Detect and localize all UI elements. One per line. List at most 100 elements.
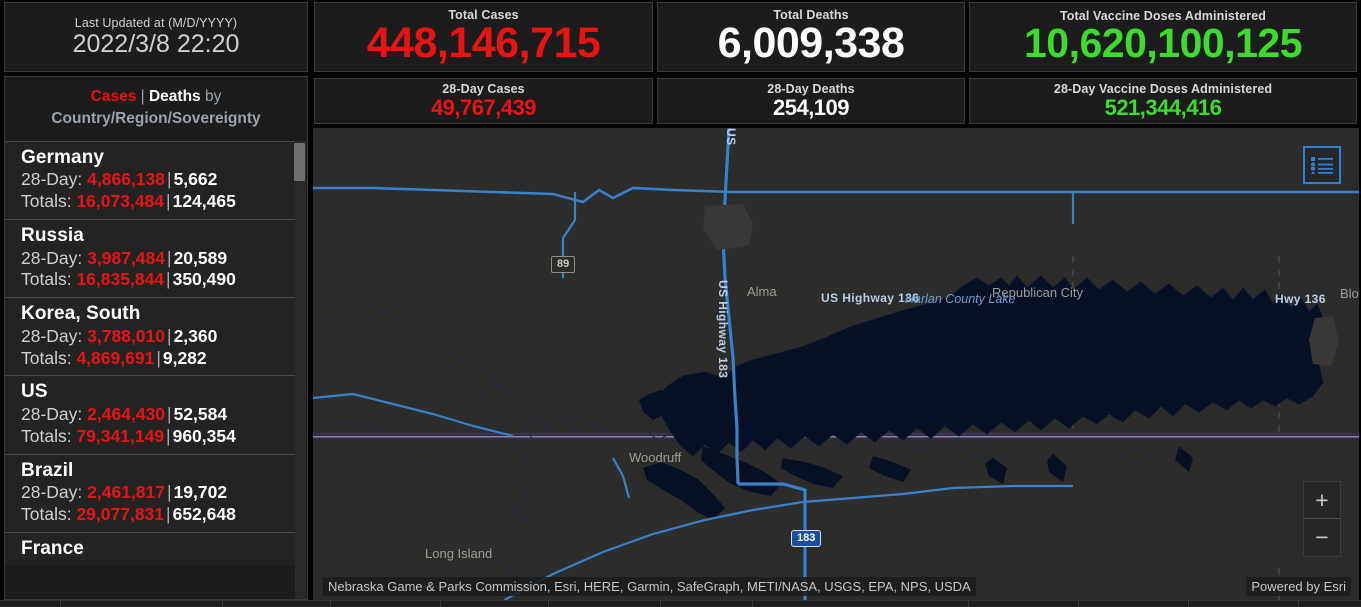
country-row[interactable]: France bbox=[5, 531, 295, 567]
total-deaths-value: 6,009,338 bbox=[717, 18, 905, 67]
value-28day-cases: 3,788,010 bbox=[87, 325, 166, 346]
route-shield-183: 183 bbox=[791, 530, 822, 547]
map-attribution: Nebraska Game & Parks Commission, Esri, … bbox=[323, 577, 976, 596]
value-total-cases: 29,077,831 bbox=[76, 503, 165, 524]
sidebar-title-by: by bbox=[204, 88, 222, 105]
sidebar-title-cases: Cases bbox=[90, 88, 137, 105]
country-28day-line: 28-Day: 2,461,817 | 19,702 bbox=[21, 482, 295, 504]
value-separator: | bbox=[166, 503, 171, 524]
label-28day: 28-Day: bbox=[21, 247, 83, 268]
value-separator: | bbox=[166, 191, 171, 212]
day28-vaccine-panel: 28-Day Vaccine Doses Administered 521,34… bbox=[969, 78, 1357, 124]
country-row[interactable]: Brazil 28-Day: 2,461,817 | 19,702 Totals: 29… bbox=[5, 453, 295, 532]
value-total-cases: 16,073,484 bbox=[76, 191, 165, 212]
value-28day-deaths: 52,584 bbox=[173, 403, 228, 424]
value-28day-deaths: 2,360 bbox=[173, 325, 218, 346]
total-deaths-panel: Total Deaths 6,009,338 bbox=[657, 2, 965, 72]
value-total-deaths: 652,648 bbox=[172, 503, 236, 524]
legend-list-icon bbox=[1311, 157, 1333, 174]
country-row[interactable]: Germany 28-Day: 4,866,138 | 5,662 Totals: 16… bbox=[5, 140, 295, 220]
value-28day-deaths: 5,662 bbox=[173, 169, 218, 190]
sidebar-title-subject: Country/Region/Sovereignty bbox=[51, 110, 261, 128]
country-totals-line: Totals: 79,341,149 | 960,354 bbox=[21, 426, 295, 448]
value-total-deaths: 9,282 bbox=[162, 347, 207, 368]
value-total-deaths: 124,465 bbox=[172, 191, 236, 212]
country-name: US bbox=[21, 381, 48, 403]
total-cases-label: Total Cases bbox=[448, 8, 519, 23]
country-list-scrollbar-track[interactable] bbox=[294, 140, 306, 599]
country-name: Korea, South bbox=[21, 303, 141, 325]
map-view[interactable]: US Alma US Highway 136 Republican City H… bbox=[313, 128, 1359, 600]
label-totals: Totals: bbox=[21, 269, 72, 290]
legend-button[interactable] bbox=[1303, 146, 1341, 184]
country-name: Germany bbox=[21, 146, 105, 168]
value-separator: | bbox=[167, 325, 172, 346]
country-28day-line: 28-Day: 3,788,010 | 2,360 bbox=[21, 326, 295, 348]
country-row[interactable]: Russia 28-Day: 3,987,484 | 20,589 Totals: 16… bbox=[5, 219, 295, 298]
zoom-controls: + − bbox=[1303, 481, 1341, 557]
label-28day: 28-Day: bbox=[21, 169, 83, 190]
total-cases-value: 448,146,715 bbox=[366, 18, 601, 67]
value-28day-deaths: 20,589 bbox=[173, 247, 228, 268]
day28-deaths-panel: 28-Day Deaths 254,109 bbox=[657, 78, 965, 124]
day28-cases-label: 28-Day Cases bbox=[442, 82, 525, 97]
value-total-cases: 79,341,149 bbox=[76, 425, 165, 446]
country-28day-line: 28-Day: 2,464,430 | 52,584 bbox=[21, 404, 295, 426]
day28-cases-value: 49,767,439 bbox=[430, 94, 537, 120]
country-list[interactable]: Germany 28-Day: 4,866,138 | 5,662 Totals: 16… bbox=[5, 140, 307, 599]
zoom-in-button[interactable]: + bbox=[1304, 482, 1340, 519]
powered-by-esri: Powered by Esri bbox=[1246, 577, 1351, 596]
day28-vaccine-label: 28-Day Vaccine Doses Administered bbox=[1053, 82, 1273, 97]
zoom-out-button[interactable]: − bbox=[1315, 524, 1329, 550]
total-vaccine-value: 10,620,100,125 bbox=[1024, 19, 1303, 66]
country-name: Russia bbox=[21, 225, 84, 247]
map-canvas bbox=[313, 128, 1359, 600]
country-list-scrollbar-thumb[interactable] bbox=[294, 142, 305, 181]
total-vaccine-label: Total Vaccine Doses Administered bbox=[1059, 9, 1267, 24]
value-28day-deaths: 19,702 bbox=[173, 481, 228, 502]
value-separator: | bbox=[166, 269, 171, 290]
country-totals-line: Totals: 16,073,484 | 124,465 bbox=[21, 191, 295, 213]
value-total-deaths: 350,490 bbox=[172, 269, 236, 290]
sidebar-title: Cases | Deaths by Country/Region/Soverei… bbox=[5, 77, 307, 141]
value-total-deaths: 960,354 bbox=[172, 425, 236, 446]
last-updated-panel: Last Updated at (M/D/YYYY) 2022/3/8 22:2… bbox=[4, 2, 308, 72]
label-totals: Totals: bbox=[21, 425, 72, 446]
country-28day-line: 28-Day: 3,987,484 | 20,589 bbox=[21, 248, 295, 270]
last-updated-value: 2022/3/8 22:20 bbox=[72, 29, 240, 58]
country-totals-line: Totals: 29,077,831 | 652,648 bbox=[21, 504, 295, 526]
label-28day: 28-Day: bbox=[21, 403, 83, 424]
value-28day-cases: 3,987,484 bbox=[87, 247, 166, 268]
value-separator: | bbox=[167, 481, 172, 502]
taskbar[interactable] bbox=[0, 600, 1361, 607]
value-separator: | bbox=[167, 247, 172, 268]
day28-vaccine-value: 521,344,416 bbox=[1104, 94, 1222, 120]
value-total-cases: 4,869,691 bbox=[76, 347, 155, 368]
label-totals: Totals: bbox=[21, 503, 72, 524]
total-vaccine-panel: Total Vaccine Doses Administered 10,620,… bbox=[969, 2, 1357, 72]
country-row[interactable]: Korea, South 28-Day: 3,788,010 | 2,360 Total… bbox=[5, 297, 295, 376]
country-28day-line: 28-Day: 4,866,138 | 5,662 bbox=[21, 169, 295, 191]
value-separator: | bbox=[167, 403, 172, 424]
label-totals: Totals: bbox=[21, 347, 72, 368]
country-totals-line: Totals: 16,835,844 | 350,490 bbox=[21, 269, 295, 291]
day28-deaths-value: 254,109 bbox=[772, 94, 850, 120]
label-28day: 28-Day: bbox=[21, 481, 83, 502]
sidebar-title-separator: | bbox=[140, 88, 145, 105]
country-name: Brazil bbox=[21, 459, 74, 481]
value-separator: | bbox=[167, 169, 172, 190]
day28-cases-panel: 28-Day Cases 49,767,439 bbox=[314, 78, 653, 124]
country-list-panel: Cases | Deaths by Country/Region/Soverei… bbox=[4, 76, 308, 600]
route-shield-89: 89 bbox=[551, 256, 576, 273]
value-separator: | bbox=[166, 425, 171, 446]
value-28day-cases: 2,464,430 bbox=[87, 403, 166, 424]
country-totals-line: Totals: 4,869,691 | 9,282 bbox=[21, 348, 295, 370]
total-cases-panel: Total Cases 448,146,715 bbox=[314, 2, 653, 72]
value-total-cases: 16,835,844 bbox=[76, 269, 165, 290]
value-separator: | bbox=[156, 347, 161, 368]
label-totals: Totals: bbox=[21, 191, 72, 212]
country-name: France bbox=[21, 537, 84, 559]
last-updated-label: Last Updated at (M/D/YYYY) bbox=[74, 16, 238, 31]
country-row[interactable]: US 28-Day: 2,464,430 | 52,584 Totals: 79,341… bbox=[5, 375, 295, 454]
